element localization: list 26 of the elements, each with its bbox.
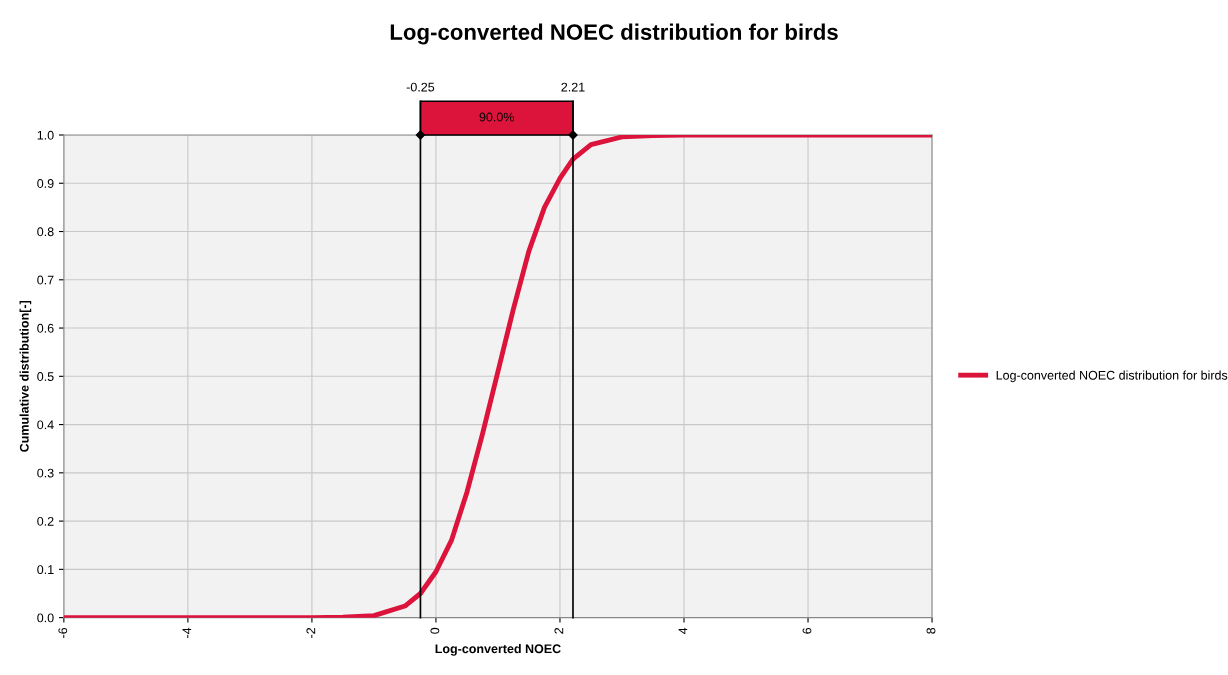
y-tick-label: 0.2 (37, 516, 54, 526)
y-tick-label: 0.7 (37, 275, 54, 285)
y-tick-label: 0.6 (37, 323, 54, 333)
y-tick-label: 0.5 (37, 372, 54, 381)
x-tick-label: 4 (678, 627, 688, 635)
x-axis-title: Log-converted NOEC (435, 644, 561, 656)
x-tick-label: 8 (926, 627, 936, 634)
y-tick-label: 0.9 (37, 179, 54, 188)
y-tick-label: 0.1 (37, 565, 54, 575)
x-tick-label: -2 (306, 627, 316, 638)
y-axis-title: Cumulative distribution[-] (19, 300, 32, 452)
y-tick-label: 1.0 (37, 130, 54, 140)
y-tick-label: 0.0 (37, 613, 54, 623)
y-tick-label: 0.8 (37, 227, 54, 237)
ref-line-label: 2.21 (561, 82, 585, 92)
x-tick-label: 0 (430, 627, 440, 634)
chart-title: Log-converted NOEC distribution for birds (390, 23, 838, 45)
text: 90.0% (479, 112, 514, 122)
x-tick-label: -4 (182, 627, 192, 638)
y-tick-label: 0.3 (37, 468, 54, 478)
y-tick-label: 0.4 (37, 420, 54, 430)
x-tick-label: 6 (802, 627, 812, 634)
x-tick-label: -6 (58, 627, 68, 638)
legend-label: Log-converted NOEC distribution for birds (996, 370, 1228, 383)
ref-line-label: -0.25 (406, 82, 435, 92)
x-tick-label: 2 (554, 627, 564, 634)
